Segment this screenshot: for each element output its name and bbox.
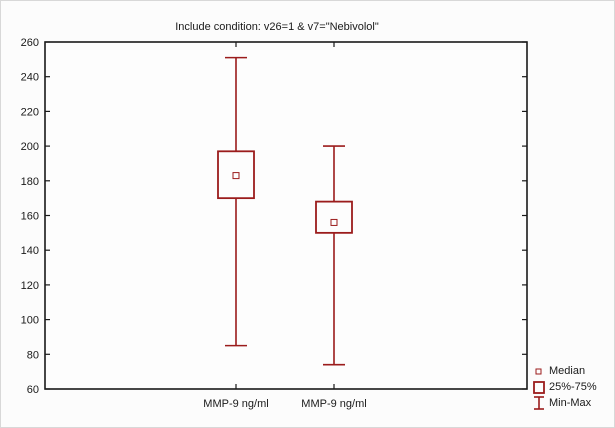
legend-label: Min-Max (549, 397, 592, 409)
y-tick-label: 200 (21, 141, 39, 153)
median-marker (330, 218, 338, 226)
y-tick-label: 220 (21, 106, 39, 118)
y-tick-label: 120 (21, 280, 39, 292)
legend-median-symbol (535, 368, 542, 375)
y-tick-label: 260 (21, 37, 39, 49)
y-tick-label: 240 (21, 72, 39, 84)
box-1 (217, 56, 255, 347)
y-tick-label: 100 (21, 315, 39, 327)
legend-label: 25%-75% (549, 381, 597, 393)
chart-title: Include condition: v26=1 & v7="Nebivolol… (175, 21, 379, 33)
legend-iqr-symbol (533, 381, 545, 394)
box-2 (315, 145, 353, 366)
legend-label: Median (549, 365, 585, 377)
y-tick-label: 80 (27, 349, 39, 361)
y-tick-label: 180 (21, 176, 39, 188)
legend: Median 25%-75% Min-Max (533, 365, 597, 410)
x-axis: MMP-9 ng/ml MMP-9 ng/ml (203, 42, 367, 410)
y-tick-label: 140 (21, 245, 39, 257)
y-tick-label: 160 (21, 211, 39, 223)
y-tick-label: 60 (27, 384, 39, 396)
median-marker (232, 172, 240, 180)
box-series (217, 56, 353, 366)
x-tick-label: MMP-9 ng/ml (301, 398, 366, 410)
plot-area (44, 41, 528, 390)
x-tick-label: MMP-9 ng/ml (203, 398, 268, 410)
iqr-box (315, 200, 353, 234)
y-axis: 60 80 100 120 140 160 180 200 220 240 260 (21, 37, 527, 396)
